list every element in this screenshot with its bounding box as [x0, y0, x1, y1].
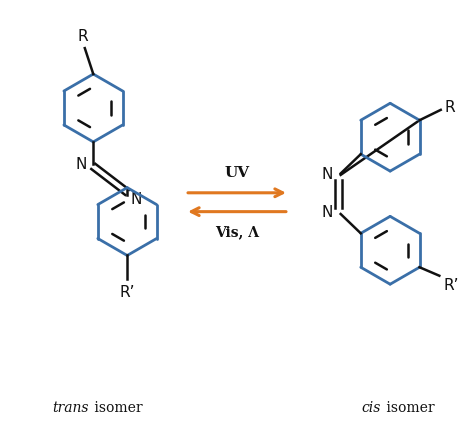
- Text: R: R: [77, 30, 88, 45]
- Text: cis: cis: [361, 401, 381, 415]
- Text: R’: R’: [443, 278, 458, 293]
- Text: UV: UV: [224, 166, 250, 180]
- Text: isomer: isomer: [90, 401, 142, 415]
- Text: N: N: [321, 167, 333, 182]
- Text: N: N: [76, 157, 87, 172]
- Text: R: R: [445, 100, 455, 115]
- Text: N: N: [321, 205, 333, 220]
- Text: R’: R’: [119, 285, 135, 300]
- Text: N: N: [130, 192, 142, 207]
- Text: isomer: isomer: [382, 401, 434, 415]
- Text: Vis, Λ: Vis, Λ: [215, 225, 259, 239]
- Text: trans: trans: [52, 401, 89, 415]
